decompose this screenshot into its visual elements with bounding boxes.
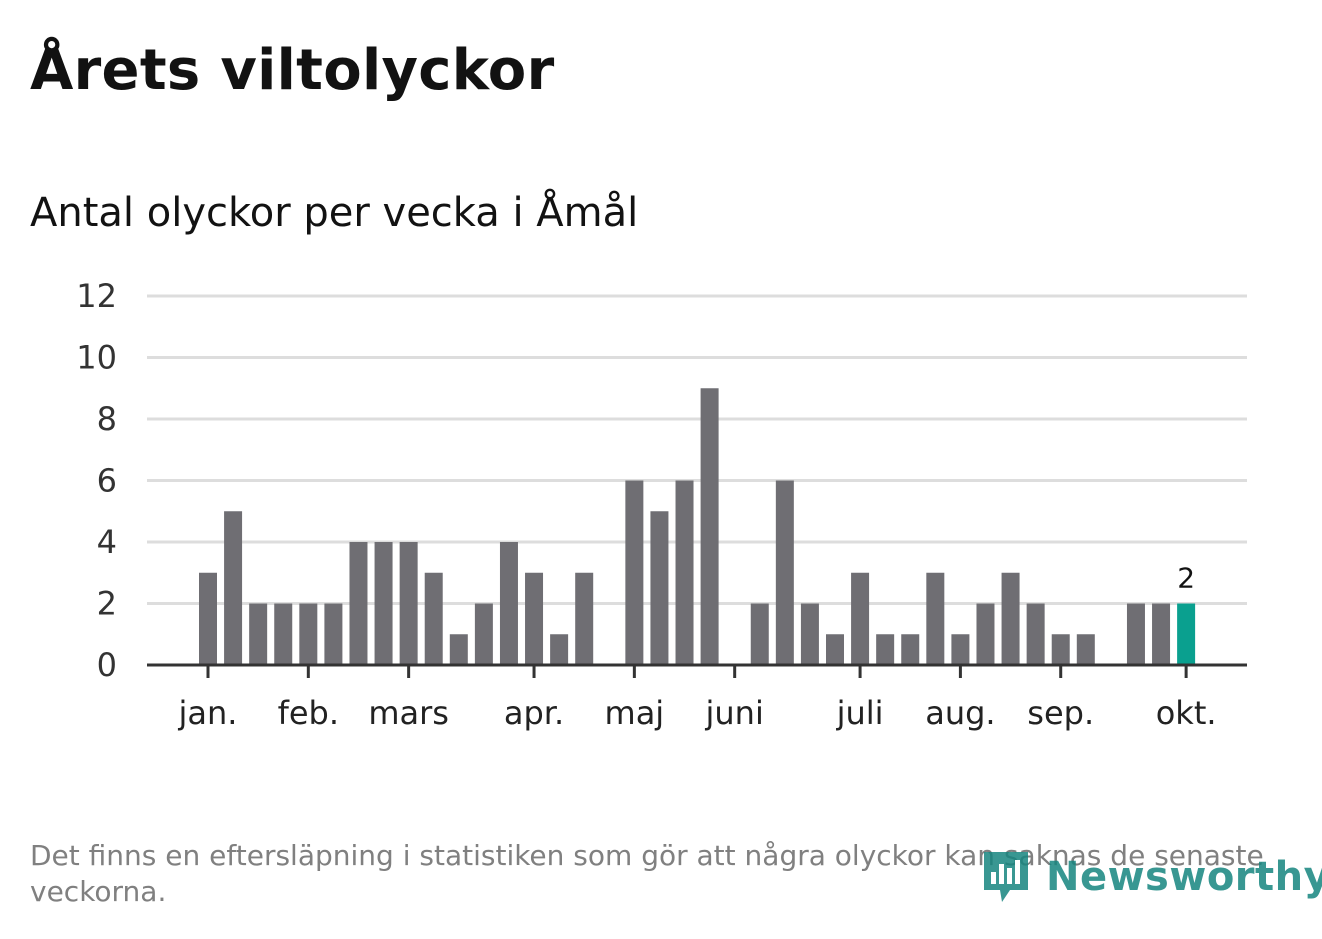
x-tick-label: okt. xyxy=(1156,694,1217,732)
bar xyxy=(299,603,318,665)
bar xyxy=(525,572,544,665)
bar-chart-icon xyxy=(984,852,1028,902)
bar xyxy=(700,388,719,665)
x-tick-label: sep. xyxy=(1027,694,1094,732)
bars xyxy=(199,388,1196,665)
bar xyxy=(951,634,970,665)
x-tick-label: juni xyxy=(705,694,764,732)
bar xyxy=(424,572,443,665)
x-tick-label: aug. xyxy=(925,694,995,732)
gridlines xyxy=(147,294,1247,605)
brand-logo: Newsworthy xyxy=(980,848,1322,906)
bar xyxy=(800,603,819,665)
bar xyxy=(775,480,794,665)
x-tick-label: apr. xyxy=(504,694,564,732)
bar xyxy=(625,480,644,665)
highlight-value-label: 2 xyxy=(1177,562,1195,595)
y-tick-label: 8 xyxy=(97,400,117,438)
bar xyxy=(1026,603,1045,665)
bar xyxy=(851,572,870,665)
bar xyxy=(976,603,995,665)
bar xyxy=(750,603,769,665)
bar-chart: 0 2 4 6 8 10 12 jan. feb. mars apr. maj juni juli aug… xyxy=(76,277,1247,732)
bar xyxy=(274,603,293,665)
value-labels: 2 xyxy=(1177,562,1195,595)
x-axis: jan. feb. mars apr. maj juni juli aug. sep. okt. xyxy=(147,663,1247,732)
y-tick-label: 6 xyxy=(97,462,117,500)
bar xyxy=(474,603,493,665)
bar xyxy=(575,572,594,665)
bar xyxy=(675,480,694,665)
bar xyxy=(926,572,945,665)
bar xyxy=(876,634,895,665)
chart-subtitle: Antal olyckor per vecka i Åmål xyxy=(30,190,639,236)
bar xyxy=(199,572,217,665)
x-tick-label: mars xyxy=(368,694,449,732)
bar xyxy=(1126,603,1145,665)
chart-title: Årets viltolyckor xyxy=(30,38,555,103)
x-tick-label: feb. xyxy=(278,694,339,732)
bar xyxy=(374,542,393,665)
x-tick-label: juli xyxy=(836,694,884,732)
y-tick-label: 10 xyxy=(76,339,117,377)
bar xyxy=(499,542,518,665)
bar xyxy=(1051,634,1070,665)
bar xyxy=(550,634,569,665)
y-tick-label: 4 xyxy=(97,523,117,561)
bar xyxy=(901,634,920,665)
bar xyxy=(1177,603,1196,665)
bar xyxy=(650,511,669,665)
bar xyxy=(1001,572,1020,665)
x-tick-label: maj xyxy=(605,694,665,732)
bar xyxy=(826,634,844,665)
bar xyxy=(449,634,468,665)
footnote: Det finns en eftersläpning i statistiken… xyxy=(30,839,1264,908)
bar xyxy=(1076,634,1095,665)
y-axis-tick-labels: 0 2 4 6 8 10 12 xyxy=(76,277,117,684)
bar xyxy=(224,511,243,665)
bar xyxy=(1152,603,1171,665)
bar xyxy=(324,603,343,665)
brand-name: Newsworthy xyxy=(1046,854,1322,900)
bar xyxy=(399,542,418,665)
bar xyxy=(349,542,368,665)
x-tick-label: jan. xyxy=(178,694,238,732)
y-tick-label: 2 xyxy=(97,585,117,623)
bar xyxy=(249,603,268,665)
y-tick-label: 0 xyxy=(97,646,117,684)
y-tick-label: 12 xyxy=(76,277,117,315)
